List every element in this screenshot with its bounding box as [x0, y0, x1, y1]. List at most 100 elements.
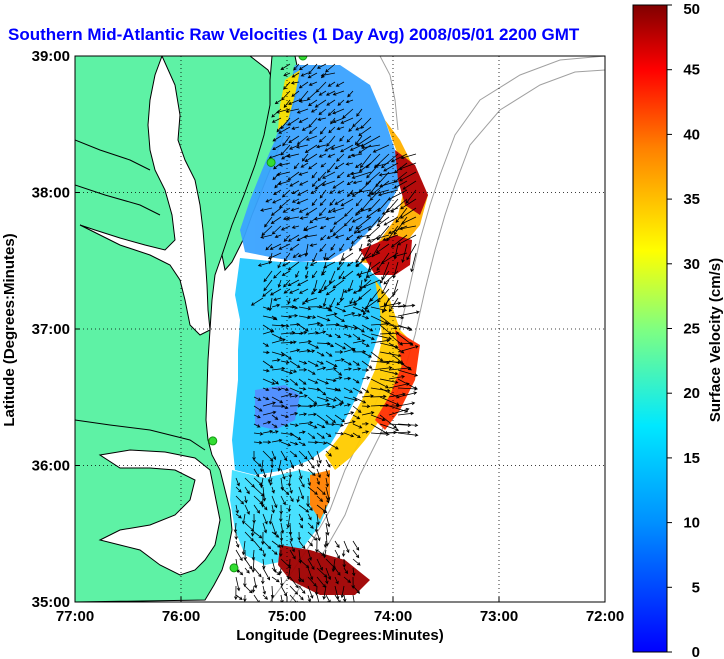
- velocity-arrow: [334, 333, 341, 338]
- velocity-arrow: [351, 171, 372, 179]
- velocity-arrow: [298, 394, 308, 398]
- x-tick-label: 74:00: [374, 608, 412, 625]
- velocity-arrow: [298, 486, 304, 500]
- velocity-arrow: [314, 585, 319, 596]
- station-marker: [208, 436, 218, 446]
- velocity-arrow: [352, 313, 362, 317]
- velocity-arrow: [325, 522, 330, 536]
- velocity-arrow: [318, 207, 327, 217]
- station-marker: [298, 56, 308, 61]
- pamlico-sound: [98, 449, 221, 576]
- velocity-arrow: [323, 549, 327, 559]
- velocity-arrow: [334, 369, 343, 376]
- velocity-arrow: [262, 585, 267, 595]
- velocity-arrow: [316, 323, 324, 327]
- velocity-arrow: [307, 486, 318, 495]
- velocity-arrow: [271, 333, 283, 340]
- chart-title: Southern Mid-Atlantic Raw Velocities (1 …: [8, 25, 580, 44]
- velocity-arrow: [343, 396, 358, 402]
- y-axis-ticks: 35:00 36:00 37:00 38:00 39:00: [32, 48, 80, 611]
- velocity-arrow: [361, 306, 370, 313]
- velocity-arrow: [366, 270, 381, 278]
- velocity-arrow: [400, 216, 417, 225]
- velocity-arrow: [307, 412, 318, 417]
- velocity-arrow: [352, 387, 363, 394]
- colorbar-tick-label: 20: [683, 385, 700, 402]
- velocity-arrow: [289, 450, 298, 458]
- velocity-arrow: [262, 450, 274, 462]
- velocity-arrow: [360, 117, 372, 129]
- velocity-arrow: [317, 117, 327, 121]
- velocity-arrow: [358, 243, 363, 252]
- velocity-arrow: [308, 99, 318, 107]
- velocity-arrow: [253, 396, 262, 401]
- velocity-arrow: [351, 216, 363, 223]
- velocity-arrow: [286, 216, 300, 221]
- velocity-arrow: [253, 468, 260, 478]
- velocity-arrow: [286, 153, 300, 158]
- velocity-arrow: [307, 360, 319, 367]
- velocity-arrow: [316, 423, 326, 429]
- velocity-arrow: [271, 486, 275, 494]
- velocity-arrow: [262, 342, 270, 347]
- velocity-arrow: [341, 549, 346, 558]
- velocity-arrow: [388, 375, 405, 380]
- velocity-arrow: [295, 270, 300, 278]
- velocity-arrow: [262, 513, 268, 525]
- velocity-arrow: [335, 350, 344, 354]
- velocity-arrow: [351, 567, 356, 577]
- colorbar-tick-label: 10: [683, 515, 700, 532]
- velocity-arrow: [332, 90, 345, 96]
- velocity-arrow: [300, 162, 309, 168]
- bathymetry-contours: [269, 56, 605, 602]
- velocity-arrow: [298, 441, 306, 446]
- velocity-arrow: [298, 450, 308, 460]
- velocity-arrow: [325, 468, 330, 478]
- velocity-arrow: [280, 117, 291, 130]
- velocity-arrow: [289, 441, 299, 446]
- x-tick-label: 72:00: [586, 608, 624, 625]
- velocity-arrow: [271, 522, 277, 536]
- velocity-arrow: [324, 144, 336, 152]
- velocity-arrow: [271, 423, 278, 428]
- velocity-arrow: [351, 153, 363, 158]
- velocity-arrow: [244, 531, 254, 542]
- velocity-arrow: [262, 468, 267, 479]
- station-marker: [229, 563, 239, 573]
- velocity-arrow: [340, 117, 354, 124]
- velocity-arrow: [263, 279, 273, 292]
- velocity-arrow: [307, 378, 319, 384]
- velocity-arrow: [358, 144, 372, 154]
- velocity-arrow: [332, 117, 345, 123]
- velocity-arrow: [325, 576, 329, 585]
- velocity-arrow: [356, 135, 372, 146]
- velocity-arrow: [296, 108, 309, 114]
- velocity-arrow: [297, 279, 309, 286]
- velocity-arrow: [343, 387, 354, 393]
- velocity-arrow: [244, 567, 250, 574]
- velocity-arrow: [316, 432, 325, 439]
- velocity-arrow: [291, 126, 300, 130]
- velocity-arrow: [298, 585, 306, 594]
- velocity-arrow: [298, 430, 306, 434]
- velocity-arrow: [283, 99, 291, 108]
- velocity-arrow: [336, 297, 345, 306]
- velocity-arrow: [235, 549, 243, 562]
- velocity-arrow: [298, 81, 309, 89]
- velocity-arrow: [282, 135, 291, 147]
- velocity-arrow: [307, 321, 321, 326]
- velocity-arrow: [282, 261, 291, 267]
- velocity-arrow: [262, 440, 272, 444]
- velocity-arrow: [355, 252, 363, 264]
- velocity-arrow: [348, 126, 354, 133]
- velocity-arrow: [271, 414, 279, 421]
- velocity-arrow: [261, 225, 273, 236]
- velocity-arrow: [361, 430, 370, 434]
- velocity-arrow: [388, 366, 412, 371]
- velocity-arrow: [280, 351, 292, 360]
- velocity-arrow: [295, 144, 309, 149]
- velocity-arrow: [316, 477, 320, 486]
- velocity-arrow: [316, 567, 328, 578]
- velocity-arrow: [397, 432, 419, 437]
- colorbar-tick-label: 5: [692, 579, 700, 596]
